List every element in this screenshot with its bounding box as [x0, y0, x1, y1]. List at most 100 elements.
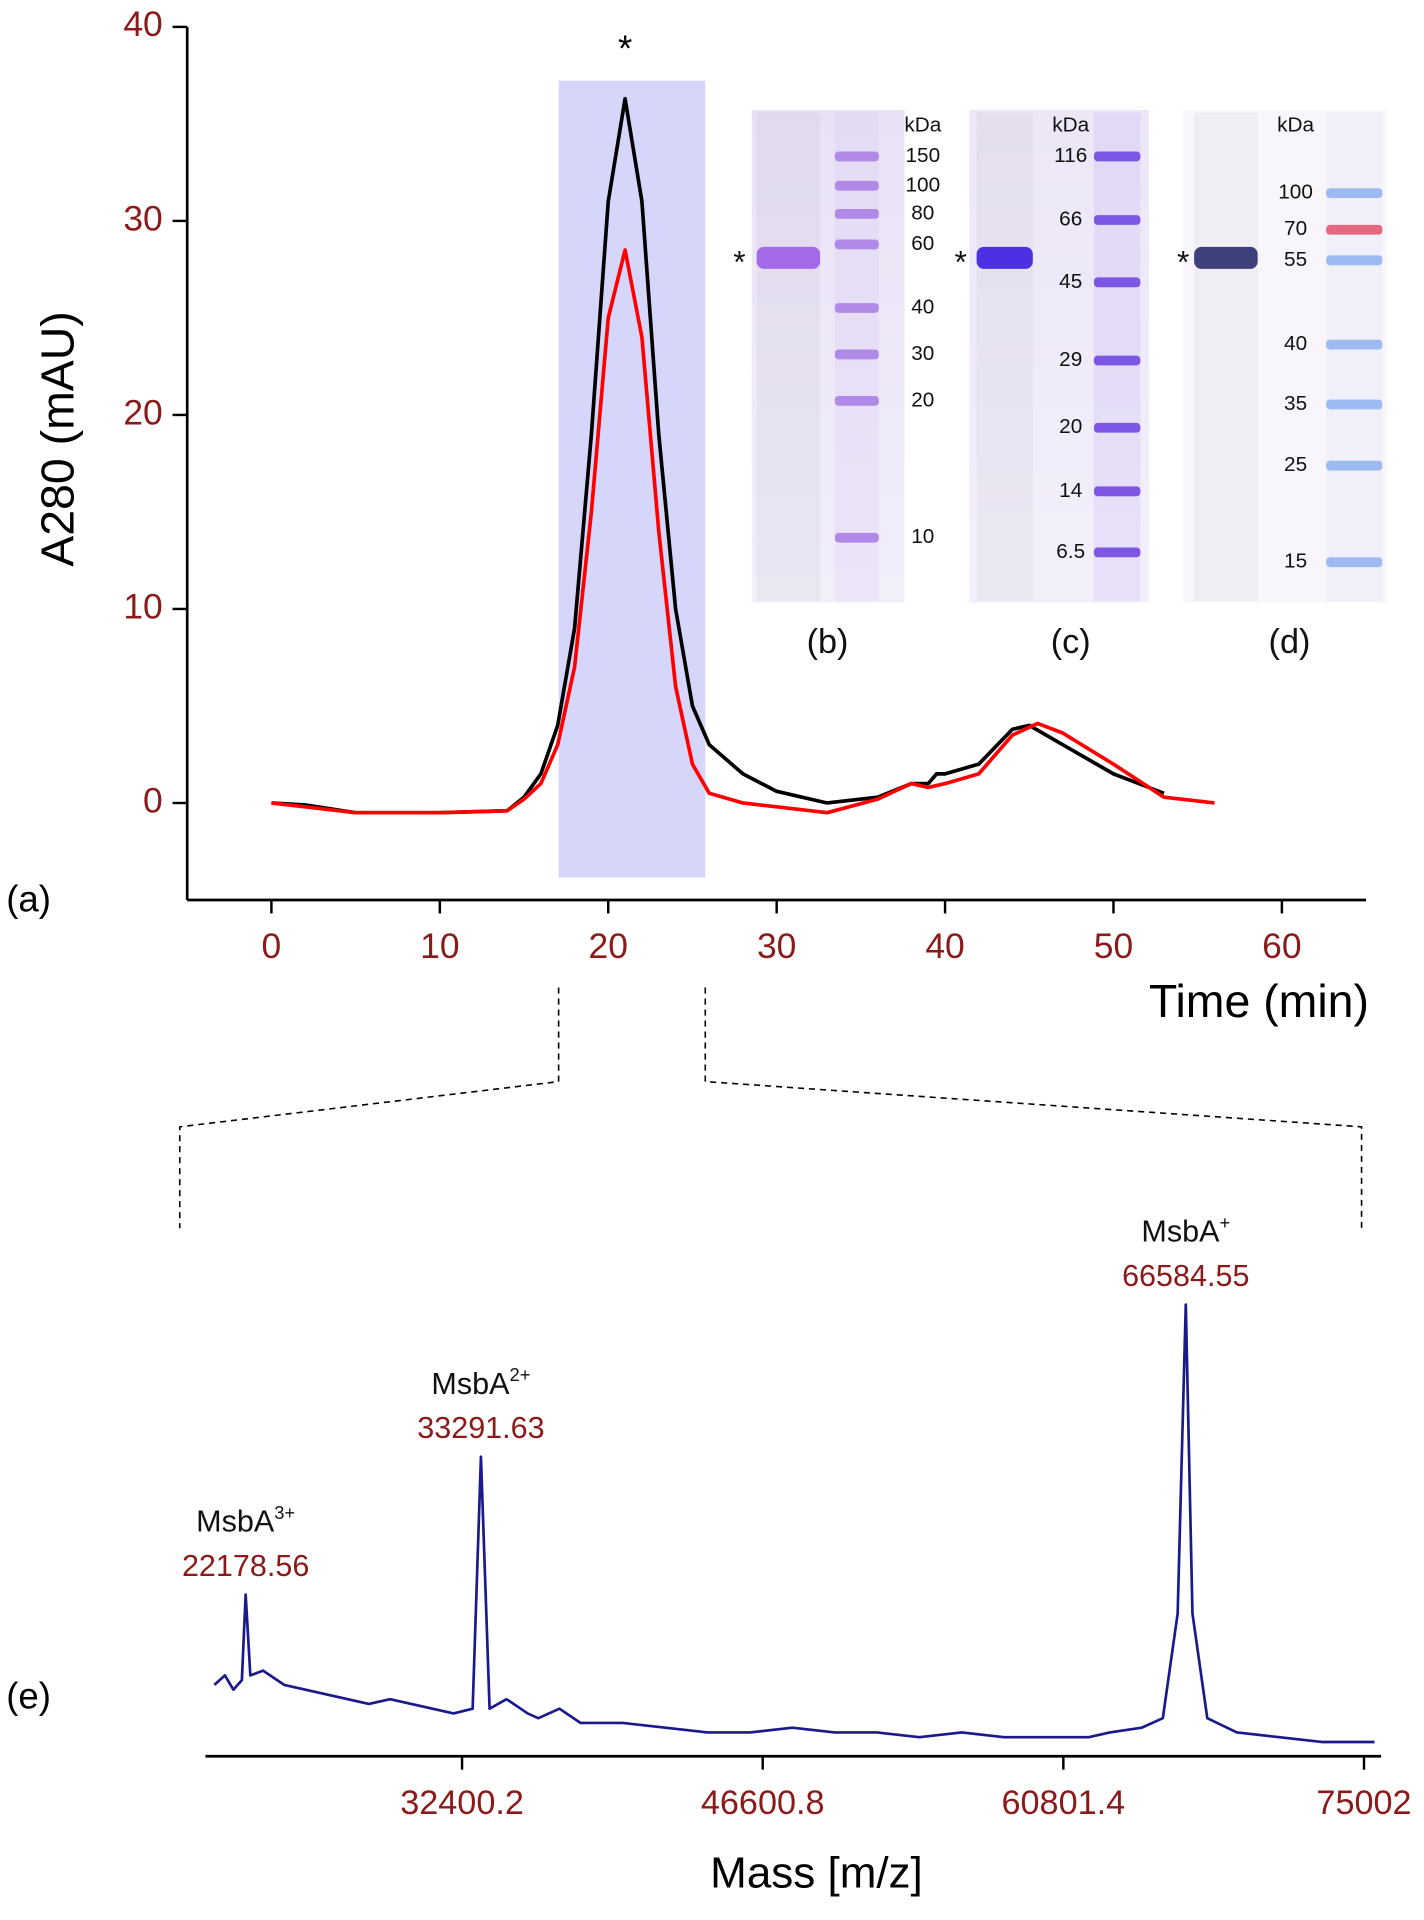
annotation: * — [618, 28, 632, 69]
data-line — [213, 1303, 1375, 1744]
x-tick-label: 40 — [925, 926, 964, 966]
gel-unit: kDa — [1277, 113, 1314, 136]
y-tick-label: 0 — [143, 780, 163, 820]
gel-marker-label: 30 — [911, 342, 934, 365]
gel-unit: kDa — [904, 113, 941, 136]
y-tick-label: 10 — [123, 586, 162, 626]
gel-marker-label: 6.5 — [1056, 540, 1085, 563]
gel-marker-label: 150 — [905, 144, 940, 167]
gel-caption: (b) — [807, 623, 849, 661]
gel-lane — [977, 112, 1033, 601]
x-tick-label: 20 — [589, 926, 628, 966]
gel-marker-label: 60 — [911, 232, 934, 255]
gel-lane — [757, 112, 821, 601]
data-line — [271, 248, 1215, 815]
gel-marker-label: 15 — [1284, 550, 1307, 573]
gel-marker-label: 14 — [1059, 479, 1082, 502]
highlight-region — [558, 80, 706, 878]
gel-ladder-band — [1326, 255, 1383, 266]
x-tick-label: 30 — [757, 926, 796, 966]
peak-mass: 33291.63 — [417, 1411, 544, 1445]
x-tick-label: 0 — [262, 926, 282, 966]
gel-marker-label: 20 — [1059, 415, 1082, 438]
gel-sample-band — [756, 246, 821, 269]
x-tick-label: 60 — [1262, 926, 1301, 966]
gel-ladder-band — [834, 208, 879, 219]
gel-lane — [1194, 112, 1258, 601]
gel-sample-band — [1194, 246, 1258, 269]
gel-marker-label: 70 — [1284, 217, 1307, 240]
gel-image — [751, 109, 905, 603]
gel-ladder-band — [1326, 460, 1383, 471]
gel-sample-band — [976, 246, 1033, 269]
gel-marker-label: 25 — [1284, 453, 1307, 476]
x-tick-label: 60801.4 — [1002, 1784, 1126, 1822]
gel-marker-label: 20 — [911, 388, 934, 411]
gel-caption: (d) — [1269, 623, 1311, 661]
peak-charge: 3+ — [274, 1502, 295, 1523]
peak-mass: 66584.55 — [1122, 1259, 1249, 1293]
gel-marker-label: 40 — [911, 295, 934, 318]
gel-ladder-band — [1093, 277, 1141, 288]
peak-mass: 22178.56 — [182, 1549, 309, 1583]
gel-marker-label: 35 — [1284, 392, 1307, 415]
peak-name: MsbA+ — [1141, 1212, 1230, 1249]
gel-marker-label: 80 — [911, 201, 934, 224]
y-tick-label: 40 — [123, 4, 162, 44]
gel-marker-label: 100 — [905, 173, 940, 196]
gel-ladder-band — [834, 180, 879, 191]
x-tick-label: 50 — [1094, 926, 1133, 966]
gel-ladder-band — [1326, 339, 1383, 350]
gel-marker-label: 100 — [1278, 181, 1313, 204]
gel-marker-label: 116 — [1054, 144, 1087, 167]
gel-ladder-band — [1093, 215, 1141, 225]
gel-ladder-band — [1326, 188, 1383, 198]
y-tick-label: 30 — [123, 198, 162, 238]
gel-ladder-band — [834, 151, 879, 162]
gel-ladder-lane — [1326, 112, 1383, 602]
gel-band-mark: * — [1177, 243, 1189, 279]
gel-ladder-band — [834, 395, 879, 406]
peak-charge: + — [1219, 1212, 1230, 1233]
peak-name-text: MsbA — [1141, 1215, 1220, 1249]
gel-ladder-band — [1093, 422, 1141, 433]
panel-label: (a) — [6, 879, 51, 920]
gel-band-mark: * — [955, 243, 967, 279]
gel-marker-label: 40 — [1284, 332, 1307, 355]
gel-ladder-band — [1093, 486, 1141, 497]
x-axis-title: Time (min) — [1149, 975, 1369, 1027]
x-axis-title: Mass [m/z] — [710, 1849, 923, 1898]
gel-ladder-band — [1093, 355, 1141, 366]
peak-name: MsbA3+ — [196, 1502, 295, 1539]
zoom-connector — [178, 987, 560, 1229]
peak-name-text: MsbA — [196, 1505, 275, 1539]
gel-marker-label: 10 — [911, 525, 934, 548]
zoom-connector — [704, 987, 1363, 1229]
gel-ladder-band — [1326, 399, 1383, 410]
y-axis-title: A280 (mAU) — [31, 311, 83, 566]
gel-ladder-band — [834, 303, 879, 313]
gel-ladder-band — [1093, 151, 1141, 162]
gel-ladder-band — [834, 532, 879, 543]
gel-marker-label: 55 — [1284, 248, 1307, 271]
gel-ladder-band — [1326, 224, 1383, 235]
y-tick-label: 20 — [123, 392, 162, 432]
gel-caption: (c) — [1051, 623, 1091, 661]
x-tick-label: 32400.2 — [400, 1784, 524, 1822]
gel-ladder-band — [834, 239, 879, 250]
panel-label: (e) — [6, 1675, 51, 1716]
gel-ladder-band — [1326, 557, 1383, 568]
gel-ladder-band — [1093, 547, 1141, 558]
peak-name-text: MsbA — [431, 1367, 510, 1401]
gel-unit: kDa — [1052, 113, 1089, 136]
gel-marker-label: 45 — [1059, 270, 1082, 293]
gel-marker-label: 29 — [1059, 348, 1082, 371]
x-tick-label: 75002 — [1316, 1784, 1411, 1822]
gel-ladder-band — [834, 349, 879, 360]
peak-name: MsbA2+ — [431, 1364, 530, 1401]
gel-band-mark: * — [733, 243, 745, 279]
gel-marker-label: 66 — [1059, 207, 1082, 230]
peak-charge: 2+ — [510, 1364, 531, 1385]
